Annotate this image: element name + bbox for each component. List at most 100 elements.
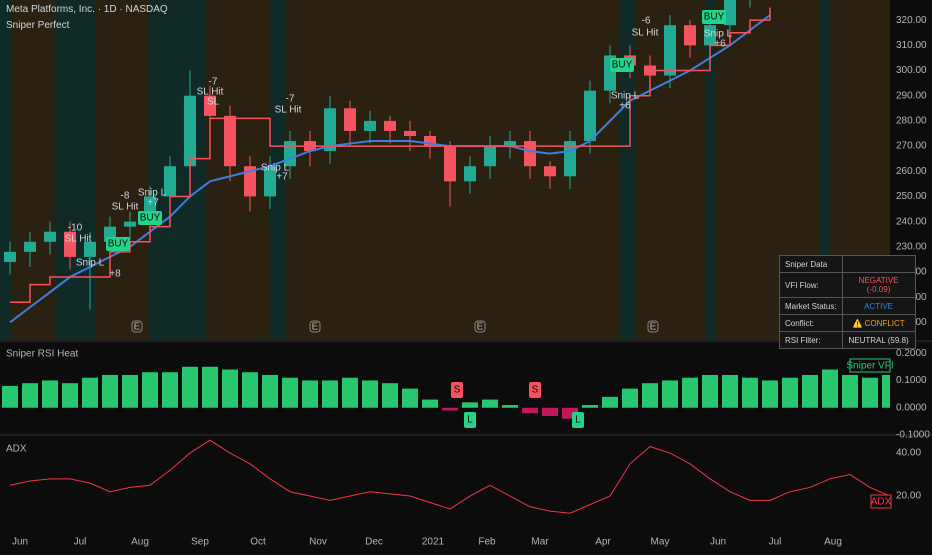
candle-body <box>704 25 716 46</box>
signal-box <box>464 412 476 428</box>
signal-label: -6 <box>642 16 651 27</box>
histogram-bar <box>182 366 198 408</box>
histogram-bar <box>562 407 578 419</box>
histogram-bar <box>242 372 258 408</box>
x-tick-label: Nov <box>309 537 327 548</box>
candle-body <box>504 141 516 147</box>
histogram-bar <box>762 380 778 408</box>
signal-label: -10 <box>68 223 83 234</box>
x-tick-label: Jun <box>12 537 28 548</box>
histogram-bar <box>382 383 398 408</box>
signal-label: SL Hit <box>197 87 224 98</box>
legend-label: ADX <box>871 497 892 508</box>
histogram-bar <box>602 396 618 408</box>
candle-body <box>264 166 276 197</box>
histogram-bar <box>462 402 478 408</box>
x-tick-label: Jul <box>74 537 87 548</box>
y-tick-label: 40.00 <box>896 448 921 459</box>
candle-body <box>64 231 76 257</box>
candle-body <box>4 251 16 262</box>
indicator-name: Sniper Perfect <box>6 20 70 31</box>
signal-label: Snip L <box>704 29 733 40</box>
signal-label: BUY <box>704 12 725 23</box>
x-tick-label: Jul <box>769 537 782 548</box>
x-tick-label: Jun <box>710 537 726 548</box>
histogram-bar <box>302 380 318 408</box>
candle-body <box>204 95 216 116</box>
candle-body <box>244 166 256 197</box>
histogram-bar <box>122 374 138 408</box>
candle-body <box>164 166 176 197</box>
signal-label: SL <box>207 97 220 108</box>
y-tick-label: 280.00 <box>896 116 927 127</box>
signal-label: SL Hit <box>112 202 139 213</box>
histogram-bar <box>522 407 538 414</box>
candle-body <box>84 241 96 257</box>
x-tick-label: Apr <box>595 537 611 548</box>
histogram-bar <box>422 399 438 408</box>
signal-label: +6 <box>714 39 726 50</box>
signal-label: S <box>532 385 539 396</box>
y-tick-label: 290.00 <box>896 90 927 101</box>
candle-body <box>384 120 396 131</box>
earnings-label: E <box>134 322 141 333</box>
histogram-bar <box>882 374 890 408</box>
histogram-bar <box>802 374 818 408</box>
histogram-bar <box>822 369 838 408</box>
legend-box <box>870 494 892 509</box>
panel-title: ADX <box>6 444 27 455</box>
histogram-bar <box>262 374 278 408</box>
histogram-bar <box>202 366 218 408</box>
signal-label: +7 <box>147 198 159 209</box>
histogram-bar <box>222 369 238 408</box>
table-value: ACTIVE <box>841 297 916 315</box>
signal-label: S <box>454 385 461 396</box>
candle-body <box>24 241 36 252</box>
y-tick-label: 250.00 <box>896 191 927 202</box>
y-tick-label: -0.1000 <box>896 430 930 441</box>
candle-body <box>724 0 736 26</box>
histogram-bar <box>142 372 158 408</box>
table-title: Sniper Data <box>779 255 843 273</box>
signal-label: Snip L <box>76 258 105 269</box>
earnings-label: E <box>312 322 319 333</box>
y-tick-label: 270.00 <box>896 141 927 152</box>
legend-box <box>849 358 891 373</box>
histogram-bar <box>362 380 378 408</box>
table-label: VFI Flow: <box>779 272 843 298</box>
plot-area <box>9 439 890 514</box>
histogram-bar <box>582 405 598 408</box>
y-tick-label: 310.00 <box>896 40 927 51</box>
trailing-stop <box>10 7 771 303</box>
candle-body <box>524 141 536 167</box>
x-tick-label: Feb <box>478 537 496 548</box>
histogram-bar <box>682 377 698 408</box>
x-tick-label: Mar <box>531 537 549 548</box>
signal-label: BUY <box>108 239 129 250</box>
signal-label: SL Hit <box>65 234 92 245</box>
table-value: NEGATIVE (-0.09) <box>841 272 916 298</box>
table-label: RSI Filter: <box>779 331 843 349</box>
histogram-bar <box>282 377 298 408</box>
y-tick-label: 300.00 <box>896 65 927 76</box>
histogram-bar <box>2 385 18 408</box>
signal-box <box>529 382 541 398</box>
histogram-bar <box>442 407 458 411</box>
signal-label: L <box>467 415 473 426</box>
candle-body <box>424 136 436 147</box>
table-value: NEUTRAL (59.8) <box>841 331 916 349</box>
signal-label: -7 <box>286 94 295 105</box>
y-tick-label: 240.00 <box>896 216 927 227</box>
histogram-bar <box>502 405 518 408</box>
histogram-bar <box>842 374 858 408</box>
histogram-bar <box>402 388 418 408</box>
earnings-badge <box>131 320 143 333</box>
candle-body <box>124 221 136 227</box>
histogram-bar <box>102 374 118 408</box>
signal-box <box>138 211 162 225</box>
histogram-bar <box>62 383 78 408</box>
y-tick-label: 0.0000 <box>896 402 927 413</box>
histogram-bar <box>82 377 98 408</box>
earnings-label: E <box>477 322 484 333</box>
